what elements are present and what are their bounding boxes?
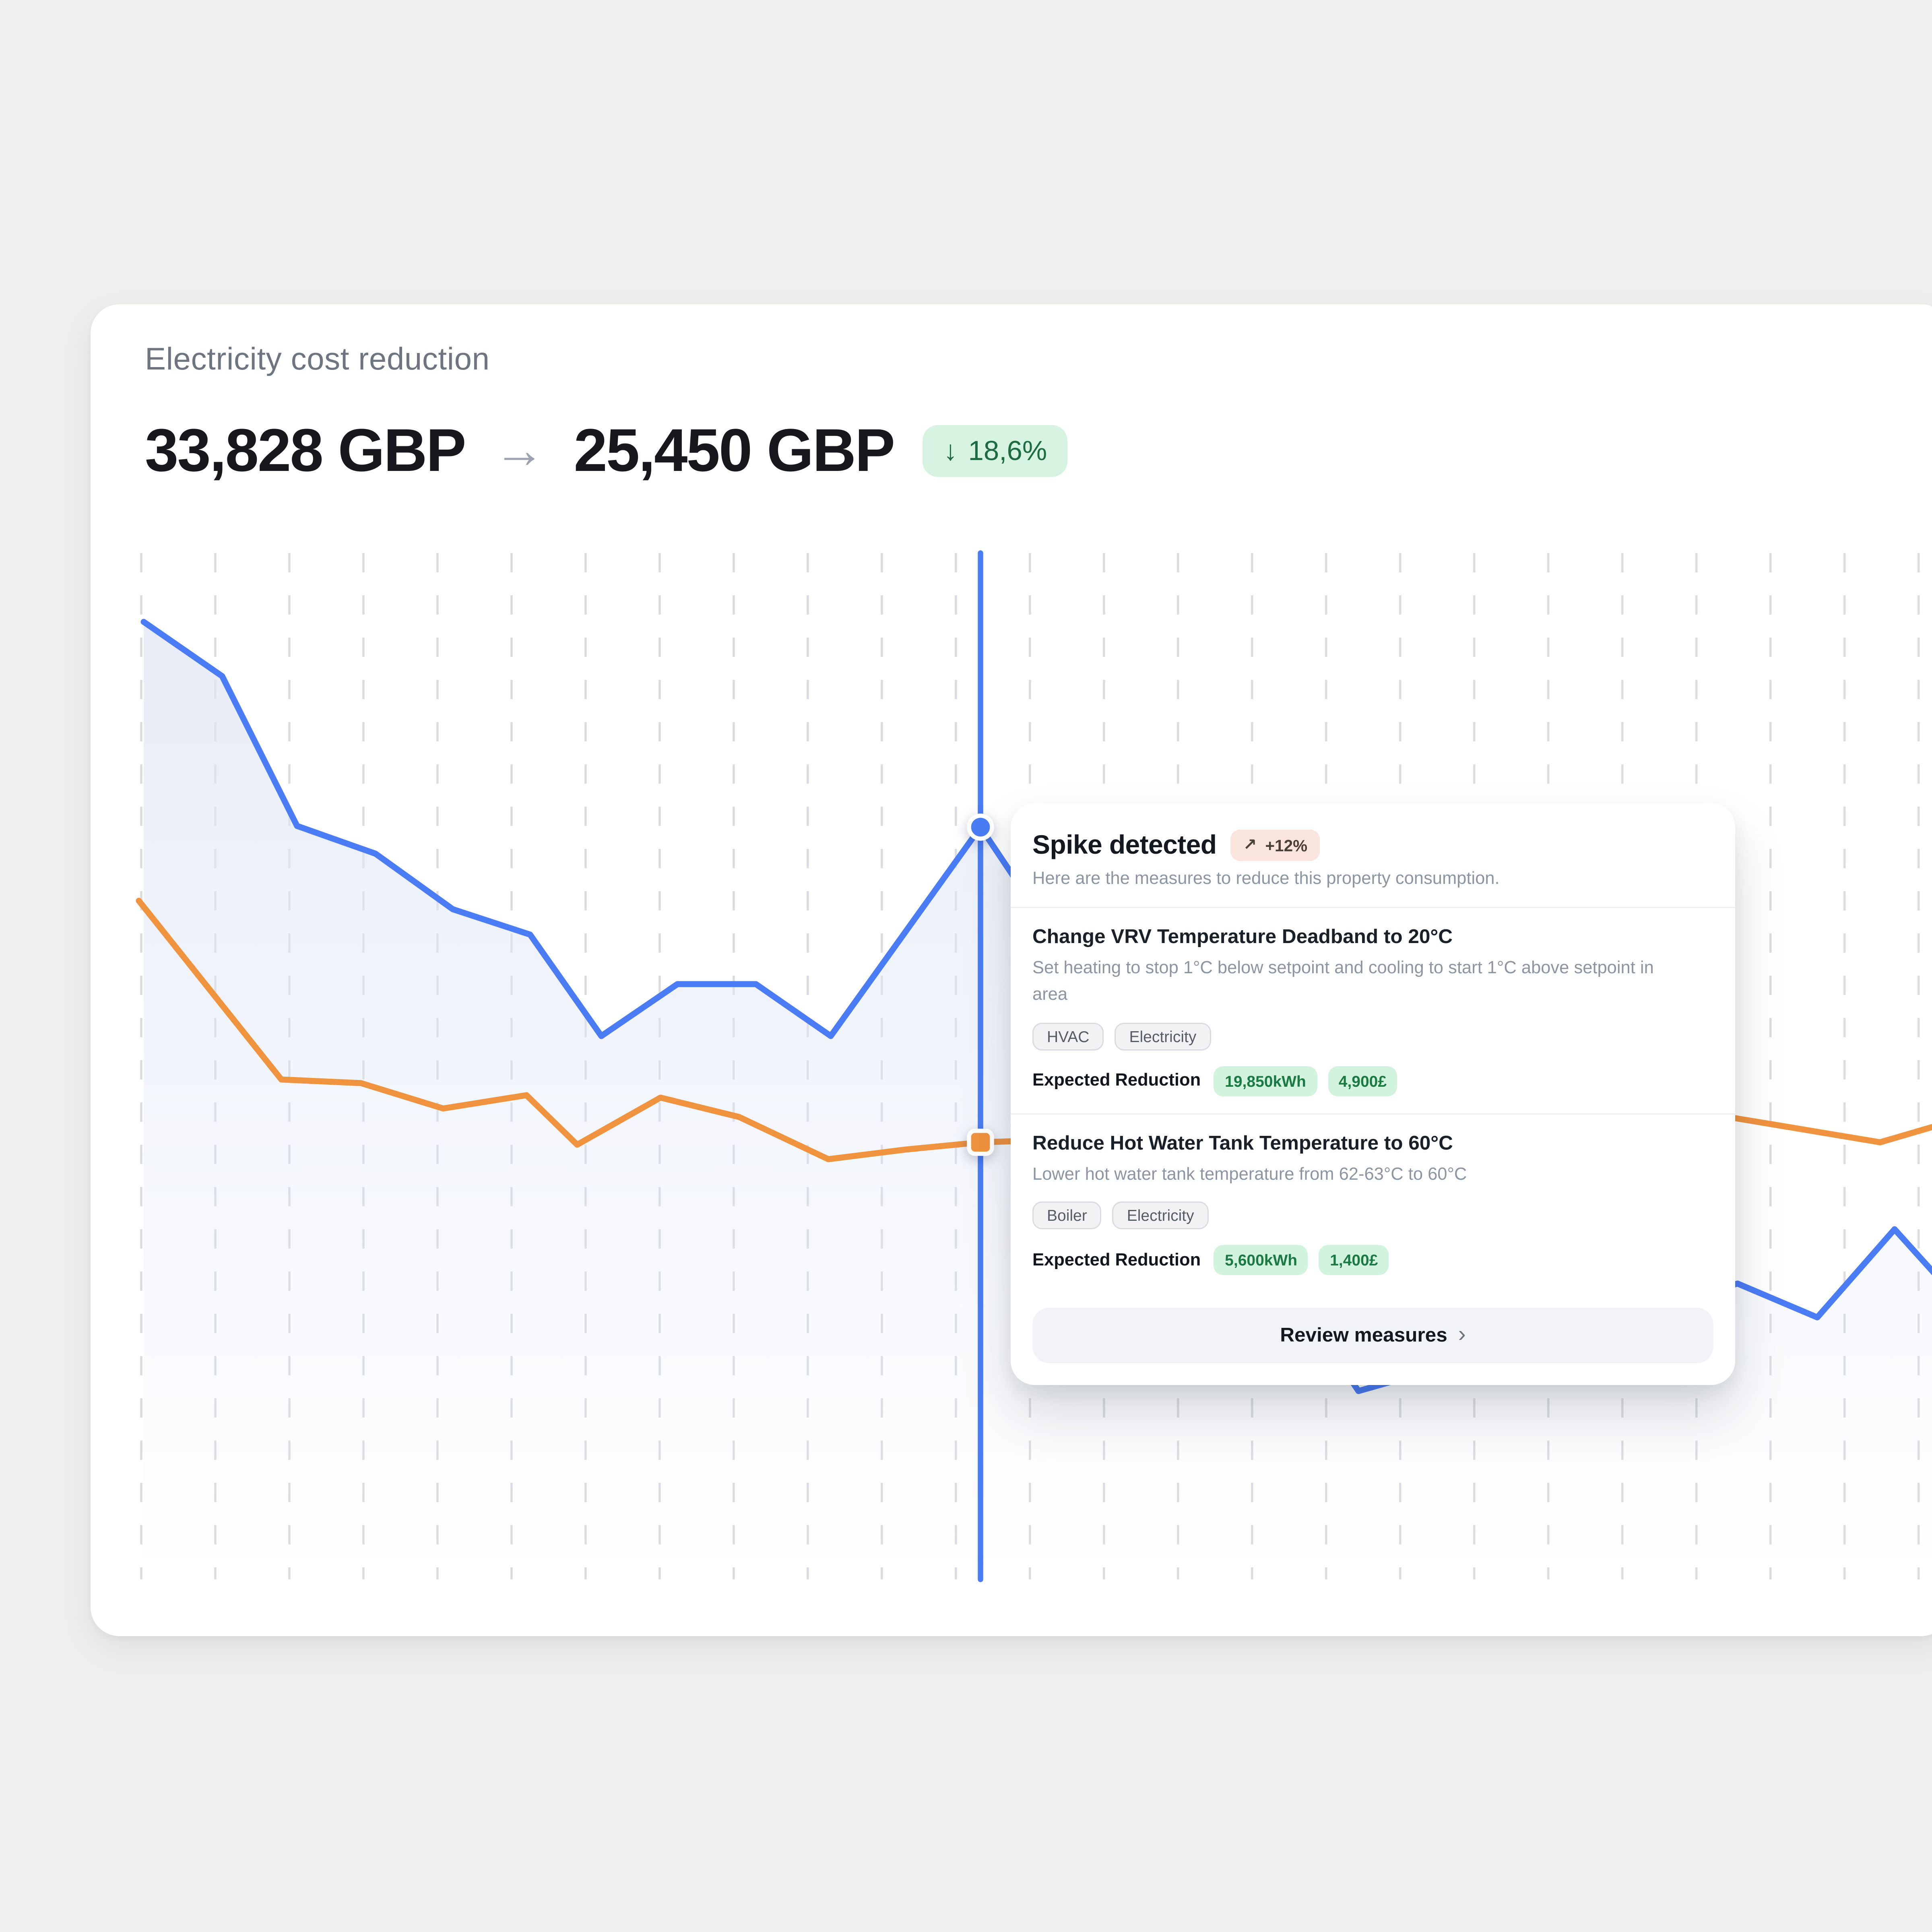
- card-header: Electricity cost reduction: [145, 341, 490, 378]
- expected-reduction-label: Expected Reduction: [1032, 1071, 1201, 1090]
- measure-tags: HVAC Electricity: [1032, 1022, 1713, 1050]
- expected-reduction-label: Expected Reduction: [1032, 1251, 1201, 1270]
- card-title: Electricity cost reduction: [145, 341, 490, 377]
- cost-reduction-chip: 4,900£: [1327, 1065, 1398, 1096]
- chevron-right-icon: ›: [1458, 1322, 1466, 1348]
- spike-point-blue[interactable]: [967, 813, 994, 841]
- cost-reduction-chip: 1,400£: [1319, 1245, 1389, 1276]
- measure-title: Change VRV Temperature Deadband to 20°C: [1032, 926, 1453, 948]
- review-measures-label: Review measures: [1280, 1324, 1447, 1346]
- measure-description: Lower hot water tank temperature from 62…: [1032, 1164, 1467, 1184]
- spike-popover: Spike detected ↗ +12% Here are the measu…: [1011, 803, 1735, 1385]
- right-arrow-icon: →: [494, 421, 545, 478]
- actual-cost-line: [140, 619, 1932, 1394]
- popover-title: Spike detected: [1032, 830, 1217, 860]
- expected-reduction-row: Expected Reduction 19,850kWh 4,900£: [1032, 1065, 1713, 1096]
- down-arrow-icon: ↓: [943, 434, 958, 466]
- energy-reduction-chip: 5,600kWh: [1214, 1245, 1309, 1276]
- tag-chip: Boiler: [1032, 1201, 1102, 1230]
- electricity-cost-card: Electricity cost reduction 33,828 GBP → …: [91, 304, 1932, 1636]
- amount-row: 33,828 GBP → 25,450 GBP ↓ 18,6%: [145, 415, 1068, 485]
- spike-point-orange[interactable]: [967, 1129, 994, 1156]
- reduction-badge: ↓ 18,6%: [923, 424, 1068, 477]
- tag-chip: Electricity: [1112, 1201, 1209, 1230]
- measure-item: Change VRV Temperature Deadband to 20°C …: [1032, 908, 1713, 1113]
- spike-value: +12%: [1265, 836, 1308, 855]
- measure-tags: Boiler Electricity: [1032, 1201, 1713, 1230]
- measure-title: Reduce Hot Water Tank Temperature to 60°…: [1032, 1132, 1453, 1154]
- expected-reduction-row: Expected Reduction 5,600kWh 1,400£: [1032, 1245, 1713, 1276]
- review-measures-button[interactable]: Review measures ›: [1032, 1308, 1713, 1364]
- spike-badge: ↗ +12%: [1231, 830, 1320, 861]
- measure-description: Set heating to stop 1°C below setpoint a…: [1032, 959, 1654, 1005]
- tag-chip: Electricity: [1115, 1022, 1211, 1050]
- amount-after: 25,450 GBP: [574, 417, 896, 484]
- energy-reduction-chip: 19,850kWh: [1214, 1065, 1317, 1096]
- up-right-arrow-icon: ↗: [1243, 836, 1257, 854]
- divider: [1011, 907, 1735, 908]
- measures-list: Change VRV Temperature Deadband to 20°C …: [1011, 908, 1735, 1292]
- tag-chip: HVAC: [1032, 1022, 1104, 1050]
- popover-header: Spike detected ↗ +12%: [1032, 830, 1713, 861]
- popover-subtitle: Here are the measures to reduce this pro…: [1032, 869, 1500, 889]
- measure-item: Reduce Hot Water Tank Temperature to 60°…: [1032, 1114, 1713, 1292]
- amount-before: 33,828 GBP: [145, 417, 466, 484]
- reduction-value: 18,6%: [968, 434, 1047, 466]
- divider: [1011, 1113, 1735, 1114]
